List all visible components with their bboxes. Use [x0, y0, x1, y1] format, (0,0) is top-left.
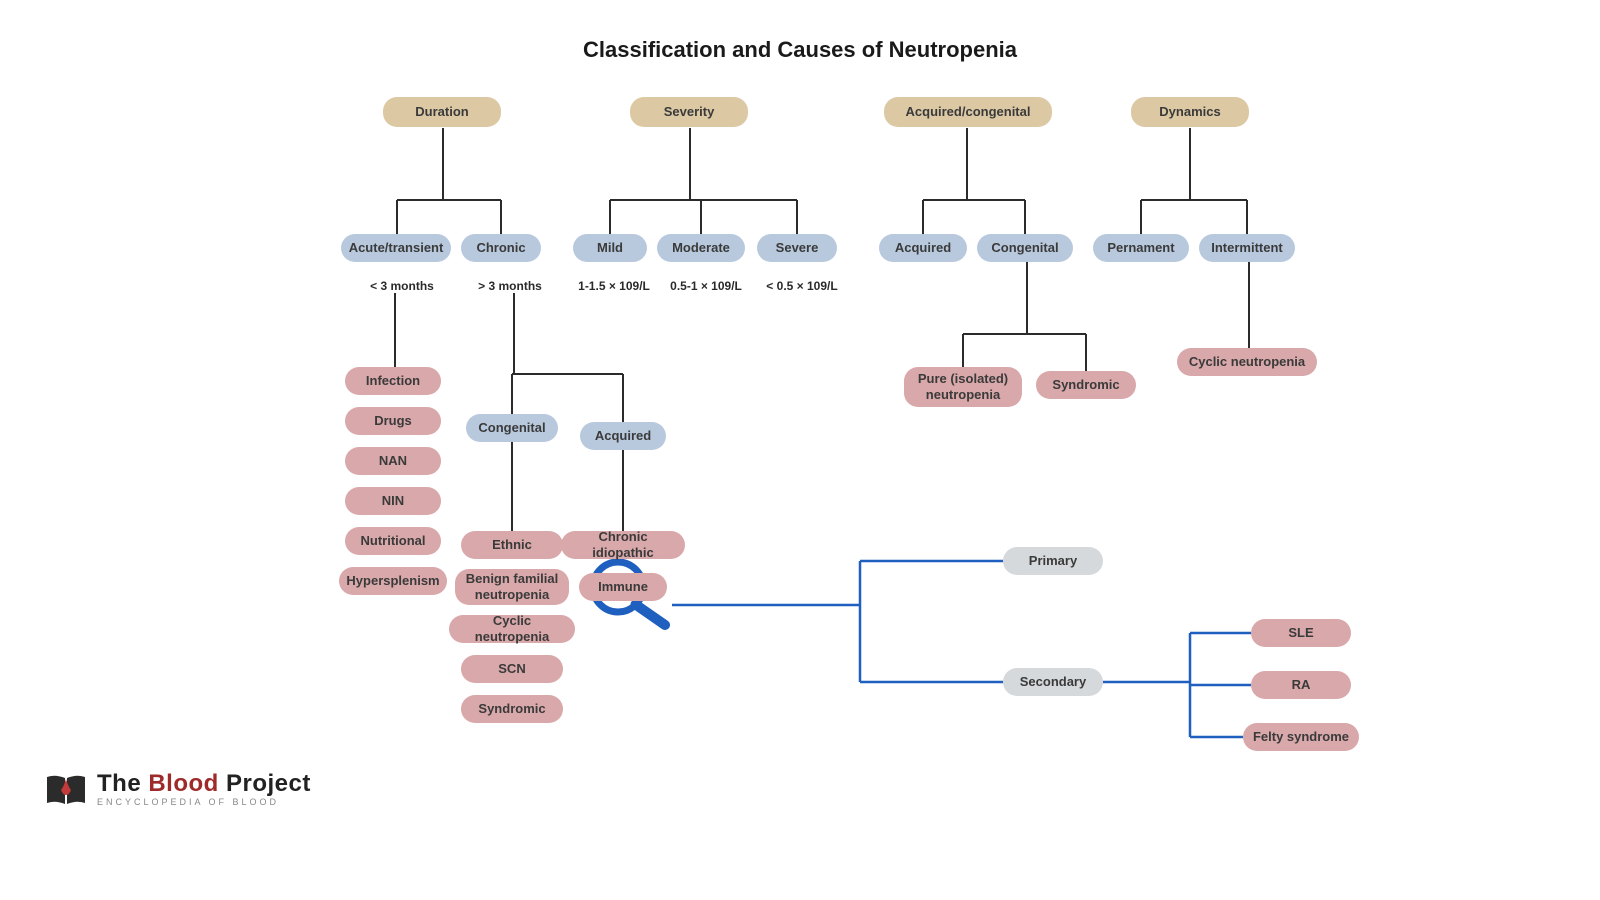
node-nan: NAN: [345, 447, 441, 475]
node-moderate: Moderate: [657, 234, 745, 262]
node-chronic: Chronic: [461, 234, 541, 262]
node-sle: SLE: [1251, 619, 1351, 647]
node-secondary: Secondary: [1003, 668, 1103, 696]
node-severity: Severity: [630, 97, 748, 127]
sublabel: < 3 months: [362, 279, 442, 293]
node-scn: SCN: [461, 655, 563, 683]
node-cyclic2: Cyclic neutropenia: [449, 615, 575, 643]
node-interm: Intermittent: [1199, 234, 1295, 262]
node-felty: Felty syndrome: [1243, 723, 1359, 751]
logo-subtitle: ENCYCLOPEDIA OF BLOOD: [97, 798, 311, 807]
node-pure: Pure (isolated) neutropenia: [904, 367, 1022, 407]
sublabel: > 3 months: [470, 279, 550, 293]
node-perm: Pernament: [1093, 234, 1189, 262]
node-ra: RA: [1251, 671, 1351, 699]
node-ethnic: Ethnic: [461, 531, 563, 559]
node-bfn: Benign familial neutropenia: [455, 569, 569, 605]
node-dynamics: Dynamics: [1131, 97, 1249, 127]
node-hypers: Hypersplenism: [339, 567, 447, 595]
sublabel: 0.5-1 × 109/L: [661, 279, 751, 293]
logo-title: The Blood Project: [97, 772, 311, 796]
node-chridio: Chronic idiopathic: [561, 531, 685, 559]
node-mild: Mild: [573, 234, 647, 262]
node-severe: Severe: [757, 234, 837, 262]
node-primary: Primary: [1003, 547, 1103, 575]
node-immune: Immune: [579, 573, 667, 601]
node-nutri: Nutritional: [345, 527, 441, 555]
node-acute: Acute/transient: [341, 234, 451, 262]
sublabel: < 0.5 × 109/L: [757, 279, 847, 293]
node-acqcong: Acquired/congenital: [884, 97, 1052, 127]
node-chr_acq: Acquired: [580, 422, 666, 450]
node-chr_cong: Congenital: [466, 414, 558, 442]
node-congen: Congenital: [977, 234, 1073, 262]
node-syndr: Syndromic: [1036, 371, 1136, 399]
node-infection: Infection: [345, 367, 441, 395]
sublabel: 1-1.5 × 109/L: [569, 279, 659, 293]
book-icon: [45, 773, 87, 807]
node-drugs: Drugs: [345, 407, 441, 435]
node-acquired: Acquired: [879, 234, 967, 262]
node-duration: Duration: [383, 97, 501, 127]
node-syndr2: Syndromic: [461, 695, 563, 723]
node-nin: NIN: [345, 487, 441, 515]
connector-lines: [0, 0, 1600, 900]
node-cyclic: Cyclic neutropenia: [1177, 348, 1317, 376]
logo: The Blood Project ENCYCLOPEDIA OF BLOOD: [45, 772, 311, 807]
